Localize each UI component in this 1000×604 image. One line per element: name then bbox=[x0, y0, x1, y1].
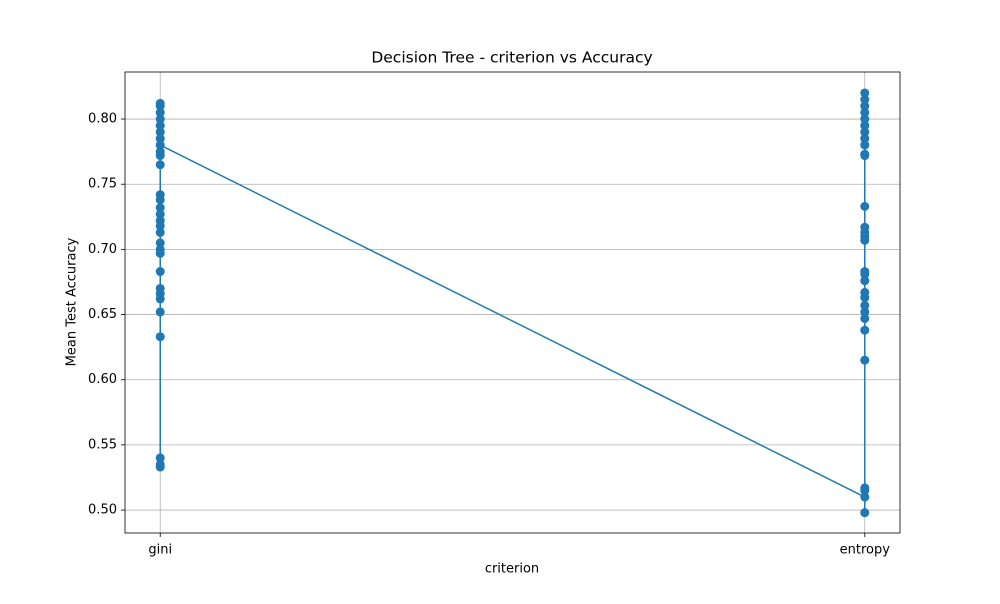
data-point bbox=[860, 269, 870, 279]
y-tick-label: 0.60 bbox=[88, 372, 117, 387]
data-point bbox=[155, 140, 165, 150]
data-point bbox=[860, 95, 870, 105]
data-point bbox=[155, 307, 165, 317]
x-tick-label: entropy bbox=[840, 543, 891, 558]
data-point bbox=[860, 134, 870, 144]
data-point bbox=[155, 462, 165, 472]
data-point bbox=[155, 195, 165, 205]
data-point bbox=[860, 121, 870, 131]
data-point bbox=[860, 486, 870, 496]
data-point bbox=[155, 227, 165, 237]
data-point bbox=[155, 294, 165, 304]
data-point bbox=[155, 248, 165, 258]
data-point bbox=[860, 313, 870, 323]
data-point bbox=[860, 151, 870, 161]
data-point bbox=[860, 293, 870, 303]
data-point bbox=[860, 307, 870, 317]
data-point bbox=[860, 88, 870, 98]
data-point bbox=[155, 108, 165, 118]
data-point bbox=[155, 332, 165, 342]
data-point bbox=[155, 127, 165, 137]
data-point bbox=[860, 114, 870, 124]
data-point bbox=[155, 160, 165, 170]
data-point bbox=[155, 151, 165, 161]
data-point bbox=[860, 300, 870, 310]
data-point bbox=[155, 267, 165, 277]
data-point bbox=[155, 238, 165, 248]
data-point bbox=[155, 114, 165, 124]
data-point bbox=[860, 108, 870, 118]
data-point bbox=[860, 127, 870, 137]
y-axis-label: Mean Test Accuracy bbox=[65, 237, 80, 366]
data-point bbox=[860, 492, 870, 502]
data-point bbox=[860, 508, 870, 518]
x-axis-label: criterion bbox=[485, 562, 539, 577]
data-point bbox=[860, 140, 870, 150]
y-tick-label: 0.50 bbox=[88, 503, 117, 518]
x-tick-label: gini bbox=[148, 543, 172, 558]
data-point bbox=[860, 355, 870, 365]
data-point bbox=[155, 453, 165, 463]
data-point bbox=[155, 101, 165, 111]
data-point bbox=[860, 276, 870, 286]
y-tick-label: 0.55 bbox=[88, 437, 117, 452]
data-point bbox=[155, 221, 165, 231]
y-tick-label: 0.65 bbox=[88, 307, 117, 322]
y-tick-label: 0.75 bbox=[88, 177, 117, 192]
data-point bbox=[860, 235, 870, 245]
y-tick-label: 0.70 bbox=[88, 242, 117, 257]
data-point bbox=[860, 101, 870, 111]
data-point bbox=[155, 121, 165, 131]
data-point bbox=[155, 203, 165, 213]
plot-frame bbox=[124, 71, 901, 534]
chart-title: Decision Tree - criterion vs Accuracy bbox=[371, 49, 652, 67]
data-point bbox=[860, 325, 870, 335]
data-point bbox=[155, 134, 165, 144]
data-point bbox=[860, 201, 870, 211]
data-point bbox=[155, 209, 165, 219]
y-tick-label: 0.80 bbox=[88, 112, 117, 127]
